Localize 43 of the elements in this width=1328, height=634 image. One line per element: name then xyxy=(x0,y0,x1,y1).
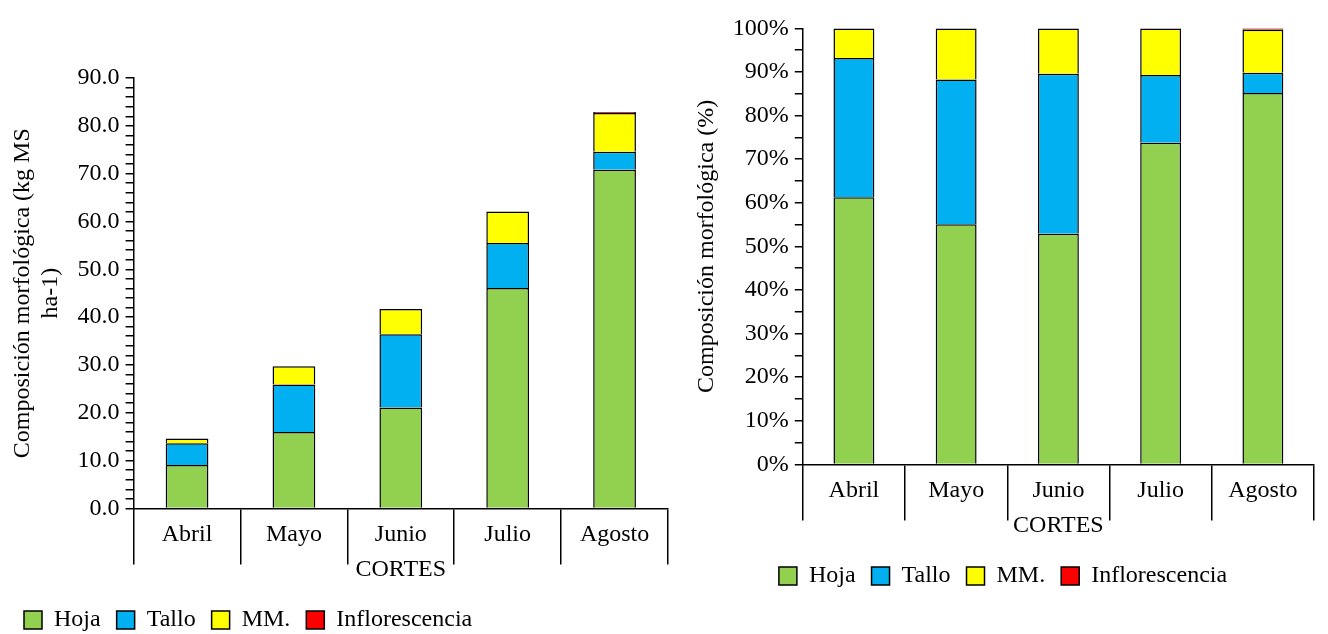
y-tick-label: 60% xyxy=(744,188,789,215)
y-tick-label: 10% xyxy=(744,406,789,433)
y-tick-label: 60.0 xyxy=(77,206,120,233)
x-tick-label: Agosto xyxy=(579,520,650,547)
x-tick-label: Julio xyxy=(1137,476,1184,503)
y-tick-label: 0.0 xyxy=(89,493,120,520)
y-tick-label: 80.0 xyxy=(77,111,120,138)
y-tick-label: 0% xyxy=(756,449,789,476)
y-tick-label: 30% xyxy=(744,318,789,345)
y-tick-label: 70% xyxy=(744,144,789,171)
y-tick-label: 30.0 xyxy=(77,350,120,377)
legend-label: Hoja xyxy=(808,561,856,588)
y-tick-label: 40% xyxy=(744,275,789,302)
legend-label: Tallo xyxy=(146,605,196,632)
x-tick-label: Abril xyxy=(828,476,880,503)
x-axis-title: CORTES xyxy=(355,554,447,581)
x-tick-label: Julio xyxy=(484,520,532,547)
legend-label: MM. xyxy=(996,561,1046,588)
y-axis-title: Composición morfológica (%) xyxy=(691,99,718,394)
y-tick-label: 50% xyxy=(744,231,789,258)
x-tick-label: Junio xyxy=(1032,476,1085,503)
y-tick-label: 70.0 xyxy=(77,158,120,185)
y-tick-label: 80% xyxy=(744,100,789,127)
x-tick-label: Mayo xyxy=(928,476,985,503)
x-tick-label: Mayo xyxy=(265,520,322,547)
legend-label: Tallo xyxy=(901,561,951,588)
y-tick-label: 20.0 xyxy=(77,398,120,425)
legend-label: Inflorescencia xyxy=(336,605,473,632)
legend-label: Hoja xyxy=(54,605,101,632)
y-axis-title: Composición morfológica (kg MS ha-1) xyxy=(7,128,63,459)
y-tick-label: 20% xyxy=(744,362,789,389)
y-tick-label: 90.0 xyxy=(77,63,120,90)
y-tick-label: 50.0 xyxy=(77,254,120,281)
x-tick-label: Abril xyxy=(161,520,213,547)
y-tick-label: 100% xyxy=(732,13,789,40)
legend-label: Inflorescencia xyxy=(1091,561,1228,588)
y-tick-label: 40.0 xyxy=(77,302,120,329)
y-tick-label: 90% xyxy=(744,57,789,84)
x-axis-title: CORTES xyxy=(1013,510,1104,537)
x-tick-label: Junio xyxy=(374,520,427,547)
legend-label: MM. xyxy=(241,605,291,632)
y-tick-label: 10.0 xyxy=(77,445,120,472)
x-tick-label: Agosto xyxy=(1228,476,1298,503)
